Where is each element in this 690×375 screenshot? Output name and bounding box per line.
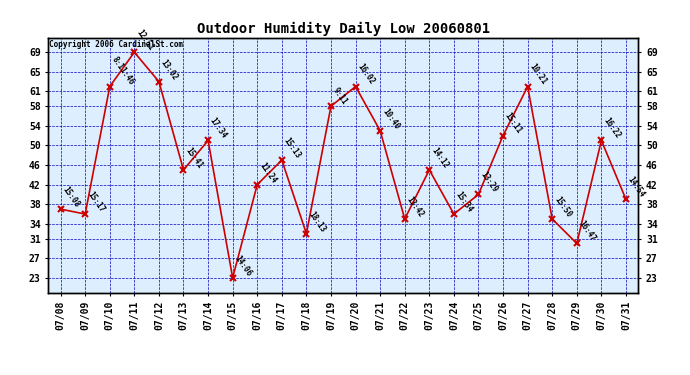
Text: 13:02: 13:02 — [159, 57, 179, 82]
Text: 18:13: 18:13 — [306, 210, 327, 234]
Text: 14:54: 14:54 — [626, 175, 647, 200]
Text: 15:50: 15:50 — [552, 195, 573, 219]
Text: 15:41: 15:41 — [184, 146, 204, 170]
Text: 15:08: 15:08 — [61, 185, 81, 209]
Text: 15:34: 15:34 — [454, 190, 475, 214]
Text: 14:06: 14:06 — [233, 254, 253, 278]
Text: 14:12: 14:12 — [429, 146, 450, 170]
Text: 10:40: 10:40 — [380, 106, 401, 130]
Text: 15:17: 15:17 — [85, 190, 106, 214]
Text: 16:47: 16:47 — [577, 219, 598, 243]
Text: 9:11: 9:11 — [331, 86, 349, 106]
Text: 17:34: 17:34 — [208, 116, 228, 141]
Text: 11:24: 11:24 — [257, 160, 278, 184]
Text: 16:22: 16:22 — [602, 116, 622, 141]
Text: Copyright 2006 CardinalSt.com: Copyright 2006 CardinalSt.com — [50, 40, 184, 49]
Text: 15:13: 15:13 — [282, 136, 302, 160]
Text: 13:42: 13:42 — [405, 195, 425, 219]
Text: 8:11:46: 8:11:46 — [110, 55, 136, 87]
Text: 13:29: 13:29 — [478, 170, 499, 194]
Text: 15:11: 15:11 — [503, 111, 524, 136]
Text: 12:51: 12:51 — [135, 28, 155, 52]
Text: 10:21: 10:21 — [528, 62, 549, 87]
Title: Outdoor Humidity Daily Low 20060801: Outdoor Humidity Daily Low 20060801 — [197, 22, 490, 36]
Text: 16:02: 16:02 — [355, 62, 376, 87]
